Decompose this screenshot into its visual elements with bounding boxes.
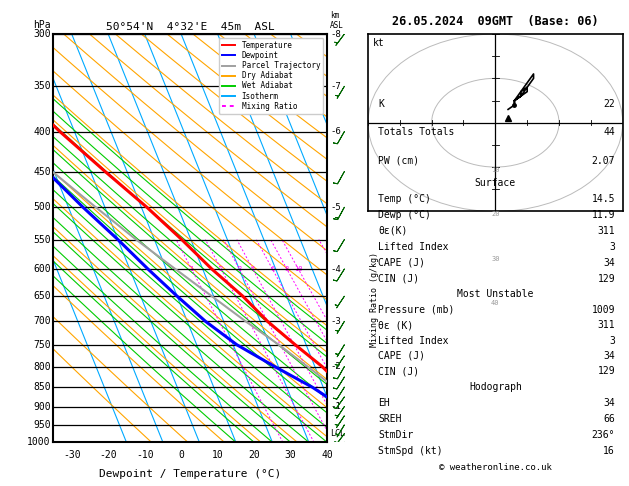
Legend: Temperature, Dewpoint, Parcel Trajectory, Dry Adiabat, Wet Adiabat, Isotherm, Mi: Temperature, Dewpoint, Parcel Trajectory… <box>219 38 323 114</box>
Text: 3: 3 <box>237 266 242 272</box>
Text: EH: EH <box>378 398 390 408</box>
Text: PW (cm): PW (cm) <box>378 156 420 166</box>
Text: Totals Totals: Totals Totals <box>378 127 455 138</box>
Text: 3: 3 <box>610 336 615 346</box>
Text: 34: 34 <box>603 351 615 361</box>
Text: 450: 450 <box>33 167 51 176</box>
Text: -4: -4 <box>330 264 341 274</box>
Text: CAPE (J): CAPE (J) <box>378 351 425 361</box>
Text: 14.5: 14.5 <box>591 194 615 204</box>
Text: 40: 40 <box>321 451 333 460</box>
Text: 10: 10 <box>294 266 303 272</box>
Text: Hodograph: Hodograph <box>469 382 522 392</box>
Text: -7: -7 <box>330 82 341 91</box>
Text: 500: 500 <box>33 202 51 212</box>
Text: -10: -10 <box>136 451 153 460</box>
Text: Dewpoint / Temperature (°C): Dewpoint / Temperature (°C) <box>99 469 281 479</box>
Text: 550: 550 <box>33 235 51 244</box>
Text: 2.07: 2.07 <box>591 156 615 166</box>
Text: 2: 2 <box>219 266 223 272</box>
Text: 16: 16 <box>603 446 615 456</box>
Text: 129: 129 <box>598 274 615 284</box>
Text: 10: 10 <box>212 451 223 460</box>
Text: 8: 8 <box>285 266 289 272</box>
Text: © weatheronline.co.uk: © weatheronline.co.uk <box>439 463 552 472</box>
Text: CAPE (J): CAPE (J) <box>378 258 425 268</box>
Text: Pressure (mb): Pressure (mb) <box>378 305 455 315</box>
Text: 750: 750 <box>33 340 51 350</box>
Text: 3: 3 <box>610 242 615 252</box>
Text: StmDir: StmDir <box>378 430 413 440</box>
Text: 950: 950 <box>33 420 51 430</box>
Text: 6: 6 <box>270 266 275 272</box>
Text: 1000: 1000 <box>27 437 51 447</box>
Text: CIN (J): CIN (J) <box>378 274 420 284</box>
Text: -5: -5 <box>330 203 341 212</box>
Text: Temp (°C): Temp (°C) <box>378 194 431 204</box>
Text: SREH: SREH <box>378 414 402 424</box>
Text: 66: 66 <box>603 414 615 424</box>
Text: θε(K): θε(K) <box>378 226 408 236</box>
Text: θε (K): θε (K) <box>378 320 413 330</box>
Text: 11.9: 11.9 <box>591 210 615 220</box>
Text: 1: 1 <box>189 266 194 272</box>
Text: -3: -3 <box>330 317 341 326</box>
Text: 311: 311 <box>598 320 615 330</box>
Text: kt: kt <box>373 37 385 48</box>
Text: 650: 650 <box>33 291 51 301</box>
Text: km
ASL: km ASL <box>330 11 343 30</box>
Text: -2: -2 <box>330 362 341 371</box>
Text: 800: 800 <box>33 362 51 372</box>
Text: 34: 34 <box>603 258 615 268</box>
Text: CIN (J): CIN (J) <box>378 366 420 376</box>
Text: -20: -20 <box>99 451 117 460</box>
Text: 900: 900 <box>33 401 51 412</box>
Text: 0: 0 <box>178 451 184 460</box>
Text: K: K <box>378 99 384 109</box>
Text: StmSpd (kt): StmSpd (kt) <box>378 446 443 456</box>
Text: 20: 20 <box>491 211 499 217</box>
Text: 850: 850 <box>33 382 51 392</box>
Text: 10: 10 <box>491 167 499 173</box>
Text: 30: 30 <box>285 451 296 460</box>
Title: 50°54'N  4°32'E  45m  ASL: 50°54'N 4°32'E 45m ASL <box>106 22 275 32</box>
Text: 26.05.2024  09GMT  (Base: 06): 26.05.2024 09GMT (Base: 06) <box>392 15 599 28</box>
Text: Lifted Index: Lifted Index <box>378 242 448 252</box>
Text: 236°: 236° <box>591 430 615 440</box>
Text: Dewp (°C): Dewp (°C) <box>378 210 431 220</box>
Text: 4: 4 <box>251 266 255 272</box>
Text: -6: -6 <box>330 127 341 136</box>
Text: Mixing Ratio (g/kg): Mixing Ratio (g/kg) <box>370 252 379 347</box>
Text: 34: 34 <box>603 398 615 408</box>
Text: 300: 300 <box>33 29 51 39</box>
Text: 311: 311 <box>598 226 615 236</box>
Text: -1: -1 <box>330 402 341 411</box>
Text: 20: 20 <box>248 451 260 460</box>
Text: hPa: hPa <box>33 20 51 30</box>
Text: 350: 350 <box>33 81 51 91</box>
Text: -8: -8 <box>330 30 341 38</box>
Text: Most Unstable: Most Unstable <box>457 290 533 299</box>
Text: 44: 44 <box>603 127 615 138</box>
Text: 700: 700 <box>33 316 51 326</box>
Text: 1009: 1009 <box>591 305 615 315</box>
Text: Lifted Index: Lifted Index <box>378 336 448 346</box>
Text: -30: -30 <box>63 451 81 460</box>
Text: 600: 600 <box>33 264 51 274</box>
Text: LCL: LCL <box>330 429 345 438</box>
Text: 129: 129 <box>598 366 615 376</box>
Text: Surface: Surface <box>475 178 516 188</box>
Text: 40: 40 <box>491 300 499 306</box>
Text: 22: 22 <box>603 99 615 109</box>
Text: 30: 30 <box>491 256 499 262</box>
Text: 400: 400 <box>33 126 51 137</box>
